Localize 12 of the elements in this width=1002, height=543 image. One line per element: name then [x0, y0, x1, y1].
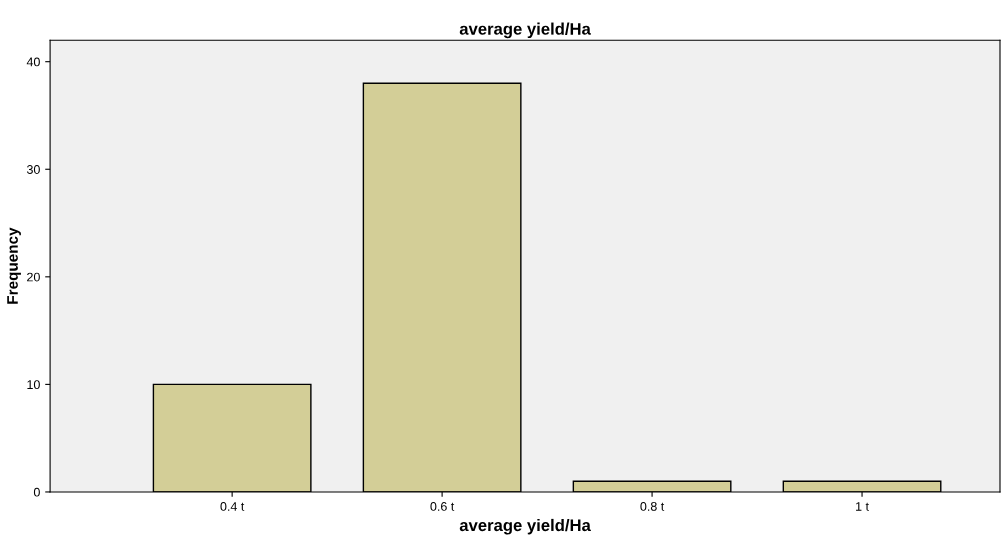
- x-tick-label: 1 t: [856, 502, 869, 511]
- x-tick-label: 0.6 t: [430, 502, 455, 511]
- y-tick-label: 20: [27, 272, 40, 282]
- x-axis-title: average yield/Ha: [459, 518, 591, 535]
- y-tick-label: 0: [33, 487, 40, 497]
- y-tick-label: 30: [26, 165, 40, 174]
- y-axis-title: Frequency: [7, 227, 21, 304]
- y-tick-label: 40: [26, 57, 40, 67]
- chart-title: average yield/Ha: [459, 22, 591, 39]
- y-tick-label: 10: [27, 380, 40, 390]
- x-tick-label: 0.8 t: [640, 502, 665, 511]
- x-tick-label: 0.4 t: [220, 502, 245, 511]
